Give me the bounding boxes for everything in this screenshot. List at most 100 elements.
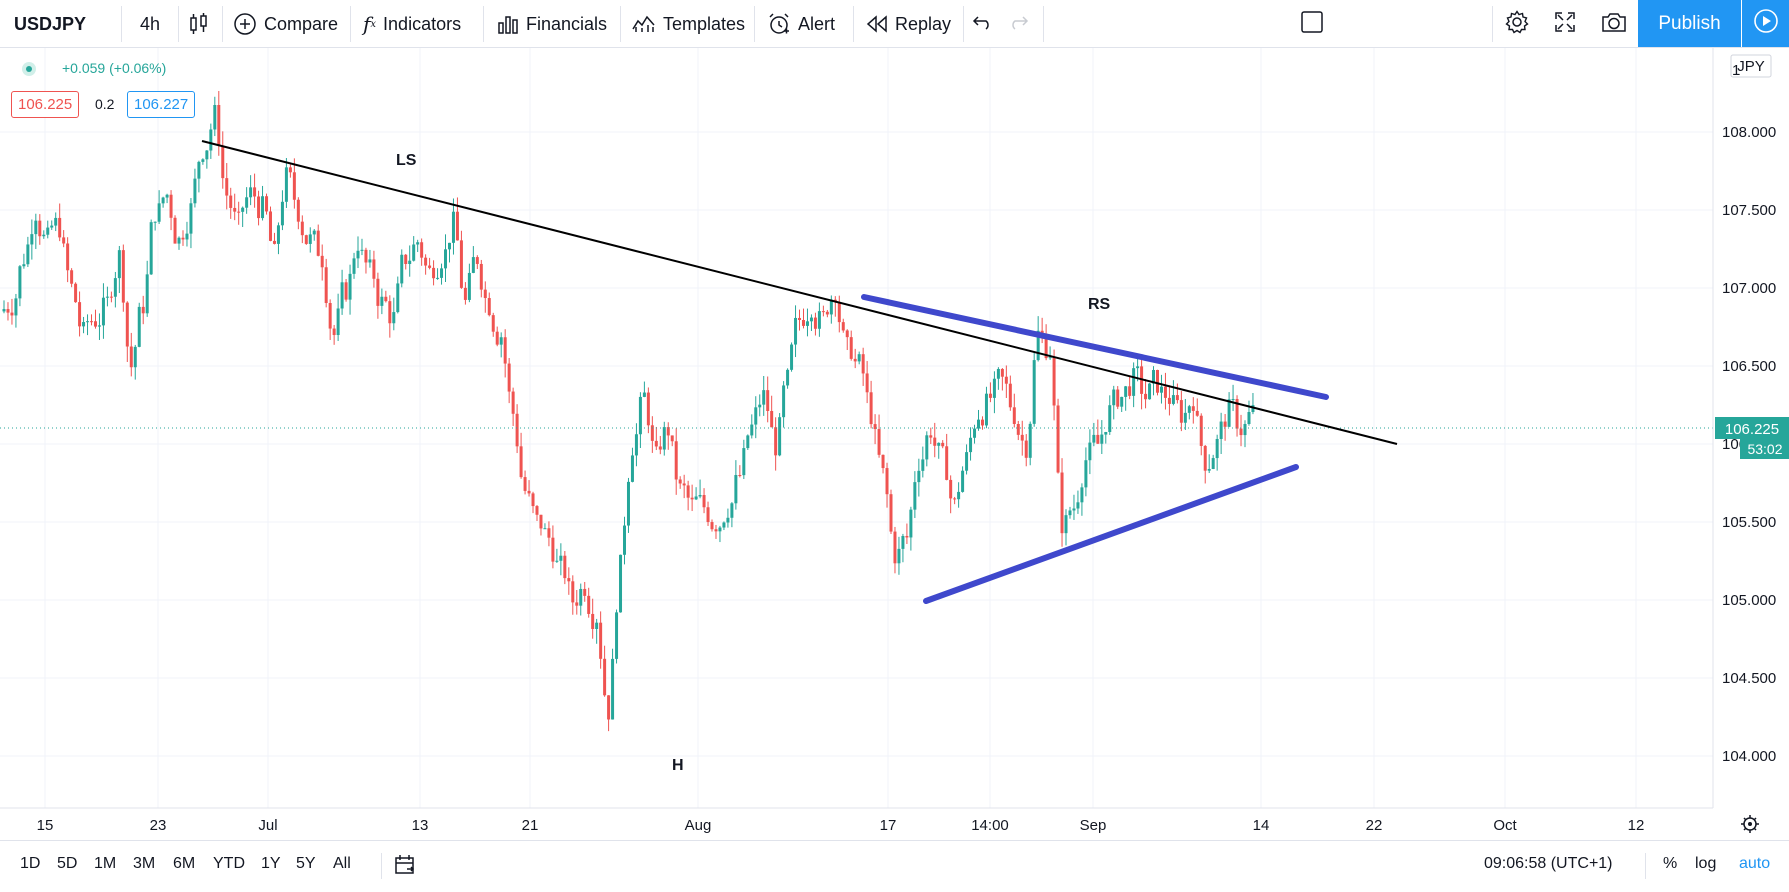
axis-settings-button[interactable] bbox=[1741, 815, 1759, 833]
candle-body bbox=[245, 197, 249, 208]
candle-body bbox=[276, 225, 280, 244]
interval-button[interactable]: 4h bbox=[140, 0, 160, 48]
time-tick-label: 13 bbox=[412, 817, 429, 834]
goto-date-button[interactable] bbox=[393, 853, 417, 882]
candle-body bbox=[380, 296, 384, 306]
candle-body bbox=[14, 298, 18, 316]
candle-body bbox=[308, 234, 312, 244]
candle-body bbox=[368, 259, 372, 263]
candle-body bbox=[794, 317, 798, 345]
candle-body bbox=[424, 257, 428, 266]
range-button-1d[interactable]: 1D bbox=[20, 855, 41, 872]
candle-body bbox=[384, 296, 388, 302]
range-button-1m[interactable]: 1M bbox=[94, 855, 117, 872]
triangle-lower-line[interactable] bbox=[923, 464, 1299, 604]
candle-body bbox=[1211, 458, 1215, 469]
range-button-ytd[interactable]: YTD bbox=[213, 855, 245, 872]
candle-body bbox=[626, 481, 630, 526]
candle-body bbox=[1084, 460, 1088, 488]
publish-button[interactable]: Publish bbox=[1638, 0, 1741, 47]
range-button-6m[interactable]: 6M bbox=[173, 855, 196, 872]
candle-body bbox=[1247, 412, 1251, 425]
candle-body bbox=[849, 337, 853, 359]
candle-body bbox=[1159, 386, 1163, 393]
candle-body bbox=[547, 528, 551, 538]
candle-body bbox=[58, 217, 62, 238]
candle-body bbox=[193, 178, 197, 204]
descending-trendline[interactable] bbox=[201, 140, 1398, 445]
range-button-all[interactable]: All bbox=[333, 855, 351, 872]
candle-body bbox=[213, 104, 217, 130]
chart-area[interactable]: LS H RS 108.000 107.500 107.000 106.500 106.… bbox=[0, 48, 1789, 840]
candle-body bbox=[881, 454, 885, 469]
candle-body bbox=[583, 588, 587, 596]
candle-body bbox=[1044, 333, 1048, 359]
percent-scale-button[interactable]: % bbox=[1663, 855, 1678, 872]
time-axis[interactable] bbox=[0, 808, 1789, 840]
auto-scale-button[interactable]: auto bbox=[1739, 855, 1771, 872]
candle-body bbox=[973, 428, 977, 438]
buy-price-button[interactable]: 106.227 bbox=[127, 91, 196, 118]
candle-body bbox=[782, 385, 786, 418]
candle-body bbox=[1008, 383, 1012, 408]
candle-body bbox=[734, 475, 738, 504]
candle-body bbox=[949, 479, 953, 499]
price-tick-label: 107.500 bbox=[1722, 202, 1776, 219]
range-button-5d[interactable]: 5D bbox=[57, 855, 78, 872]
candle-body bbox=[957, 491, 961, 500]
candle-body bbox=[392, 312, 396, 324]
candle-body bbox=[702, 495, 706, 508]
candle-body bbox=[451, 211, 455, 243]
candle-body bbox=[416, 242, 420, 245]
price-change: +0.059 (+0.06%) bbox=[62, 60, 167, 76]
candle-body bbox=[249, 187, 253, 198]
fullscreen-button[interactable] bbox=[1554, 0, 1576, 48]
publish-video-button[interactable] bbox=[1742, 0, 1789, 47]
templates-icon bbox=[632, 13, 656, 35]
candle-body bbox=[1088, 442, 1092, 461]
candle-body bbox=[1040, 330, 1044, 334]
candle-body bbox=[790, 344, 794, 370]
candle-body bbox=[714, 529, 718, 532]
candle-body bbox=[901, 535, 905, 549]
alert-button[interactable]: Alert bbox=[767, 0, 835, 48]
financials-button[interactable]: Financials bbox=[497, 0, 607, 48]
chart-style-button[interactable] bbox=[189, 0, 216, 48]
range-button-1y[interactable]: 1Y bbox=[261, 855, 281, 872]
candle-body bbox=[1064, 515, 1068, 534]
candle-body bbox=[26, 244, 30, 265]
symbol-search-button[interactable]: USDJPY bbox=[14, 0, 86, 48]
candle-body bbox=[694, 496, 698, 500]
sell-price-button[interactable]: 106.225 bbox=[11, 91, 80, 118]
last-price-label: 106.225 bbox=[1725, 421, 1779, 438]
currency-badge[interactable] bbox=[1730, 54, 1772, 78]
candle-body bbox=[50, 225, 54, 228]
layout-button[interactable] bbox=[1300, 0, 1324, 48]
redo-button[interactable] bbox=[1007, 0, 1029, 48]
replay-button[interactable]: Replay bbox=[866, 0, 951, 48]
candle-body bbox=[877, 429, 881, 455]
undo-button[interactable] bbox=[972, 0, 994, 48]
timezone-clock[interactable]: 09:06:58 (UTC+1) bbox=[1484, 855, 1613, 872]
range-button-3m[interactable]: 3M bbox=[133, 855, 156, 872]
snapshot-button[interactable] bbox=[1600, 0, 1628, 48]
candle-body bbox=[730, 503, 734, 518]
compare-button[interactable]: Compare bbox=[233, 0, 338, 48]
gear-icon bbox=[1505, 9, 1529, 39]
annotation-ls: LS bbox=[396, 152, 417, 169]
candle-body bbox=[237, 211, 241, 213]
candle-body bbox=[575, 602, 579, 606]
range-button-5y[interactable]: 5Y bbox=[296, 855, 316, 872]
settings-button[interactable] bbox=[1505, 0, 1529, 48]
candle-body bbox=[241, 207, 245, 212]
candle-body bbox=[93, 321, 97, 327]
candle-body bbox=[571, 581, 575, 603]
annotation-h: H bbox=[672, 757, 684, 774]
spread-value: 0.2 bbox=[95, 96, 115, 112]
log-scale-button[interactable]: log bbox=[1695, 855, 1717, 872]
candle-body bbox=[483, 289, 487, 299]
triangle-upper-line[interactable] bbox=[861, 294, 1329, 400]
templates-button[interactable]: Templates bbox=[632, 0, 745, 48]
candle-body bbox=[1052, 357, 1056, 406]
